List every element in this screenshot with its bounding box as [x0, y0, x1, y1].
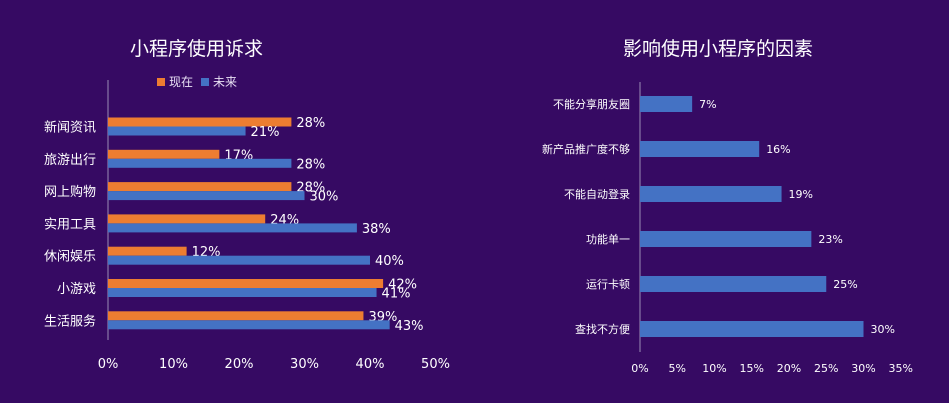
legend-item-future: 未来	[201, 73, 237, 90]
bar-now	[108, 182, 292, 192]
x-tick-label: 20%	[225, 357, 254, 372]
data-label: 19%	[789, 188, 813, 201]
category-label: 不能自动登录	[564, 187, 630, 201]
legend-label-future: 未来	[213, 75, 238, 89]
x-tick-label: 50%	[421, 357, 450, 372]
bar-future	[108, 255, 370, 265]
category-label: 旅游出行	[44, 153, 96, 168]
bar-future	[108, 288, 377, 297]
x-tick-label: 40%	[356, 357, 385, 372]
data-label: 42%	[388, 278, 417, 293]
bar-future	[108, 158, 292, 168]
data-label: 43%	[395, 319, 424, 334]
category-label: 新产品推广度不够	[542, 142, 630, 156]
chart-legend: 现在 未来	[157, 73, 237, 90]
x-tick-label: 0%	[98, 357, 119, 372]
chart-title: 小程序使用诉求	[130, 38, 264, 60]
data-label: 16%	[766, 143, 790, 156]
x-tick-label: 15%	[740, 362, 764, 375]
data-label: 30%	[871, 323, 895, 336]
usage-demand-plot: 新闻资讯 28%21%旅游出行 17%28%网上购物 28%30%实用工具 24%38%…	[44, 80, 450, 372]
bar-now	[108, 311, 364, 321]
data-label: 41%	[382, 287, 411, 302]
x-tick-label: 30%	[290, 357, 319, 372]
x-tick-label: 30%	[851, 362, 875, 375]
category-label: 查找不方便	[575, 322, 630, 336]
bar	[640, 141, 760, 157]
x-tick-label: 10%	[159, 357, 188, 372]
data-label: 7%	[699, 98, 716, 111]
category-label: 实用工具	[44, 217, 96, 232]
data-label: 28%	[296, 157, 325, 172]
bar	[640, 321, 864, 337]
bar	[640, 186, 782, 202]
influence-factors-plot: 不能分享朋友圈 7% 新产品推广度不够 16% 不能自动登录 19% 功能单一 23% 运行卡顿…	[542, 82, 913, 375]
bar-now	[108, 149, 220, 159]
category-label: 网上购物	[44, 184, 96, 200]
x-tick-label: 5%	[669, 362, 686, 375]
x-tick-label: 20%	[777, 362, 801, 375]
category-label: 休闲娱乐	[44, 250, 96, 265]
bar	[640, 231, 812, 247]
data-label: 23%	[818, 233, 842, 246]
bar-future	[108, 320, 390, 330]
category-label: 新闻资讯	[44, 120, 96, 136]
data-label: 30%	[310, 190, 339, 205]
data-label: 21%	[251, 125, 280, 140]
data-label: 25%	[833, 278, 857, 291]
data-label: 38%	[362, 222, 391, 237]
bar-now	[108, 246, 187, 256]
influence-factors-chart: 影响使用小程序的因素 不能分享朋友圈 7% 新产品推广度不够 16% 不能自动登录 19%…	[470, 0, 949, 403]
bar	[640, 276, 827, 292]
bar-future	[108, 191, 305, 201]
legend-swatch-now	[157, 77, 165, 86]
x-tick-label: 25%	[814, 362, 838, 375]
bar-future	[108, 223, 357, 233]
x-tick-label: 0%	[631, 362, 648, 375]
bar-now	[108, 214, 266, 224]
bar	[640, 96, 693, 112]
usage-demand-chart: 小程序使用诉求 现在 未来 新闻资讯 28% 21% 旅游出行 17% 28% 网上购物 28…	[0, 0, 470, 403]
category-label: 不能分享朋友圈	[553, 97, 630, 111]
category-label: 小游戏	[57, 282, 96, 297]
legend-label-now: 现在	[169, 75, 194, 89]
bar-future	[108, 126, 246, 136]
category-label: 运行卡顿	[586, 277, 630, 291]
chart-title: 影响使用小程序的因素	[623, 38, 814, 60]
x-tick-label: 35%	[889, 362, 913, 375]
category-label: 功能单一	[586, 232, 630, 246]
legend-swatch-future	[201, 77, 210, 86]
data-label: 28%	[296, 116, 325, 131]
bar-now	[108, 279, 384, 288]
x-tick-label: 10%	[702, 362, 726, 375]
legend-item-now: 现在	[157, 73, 193, 90]
data-label: 40%	[375, 254, 404, 269]
bar-now	[108, 117, 292, 127]
category-label: 生活服务	[44, 313, 96, 329]
